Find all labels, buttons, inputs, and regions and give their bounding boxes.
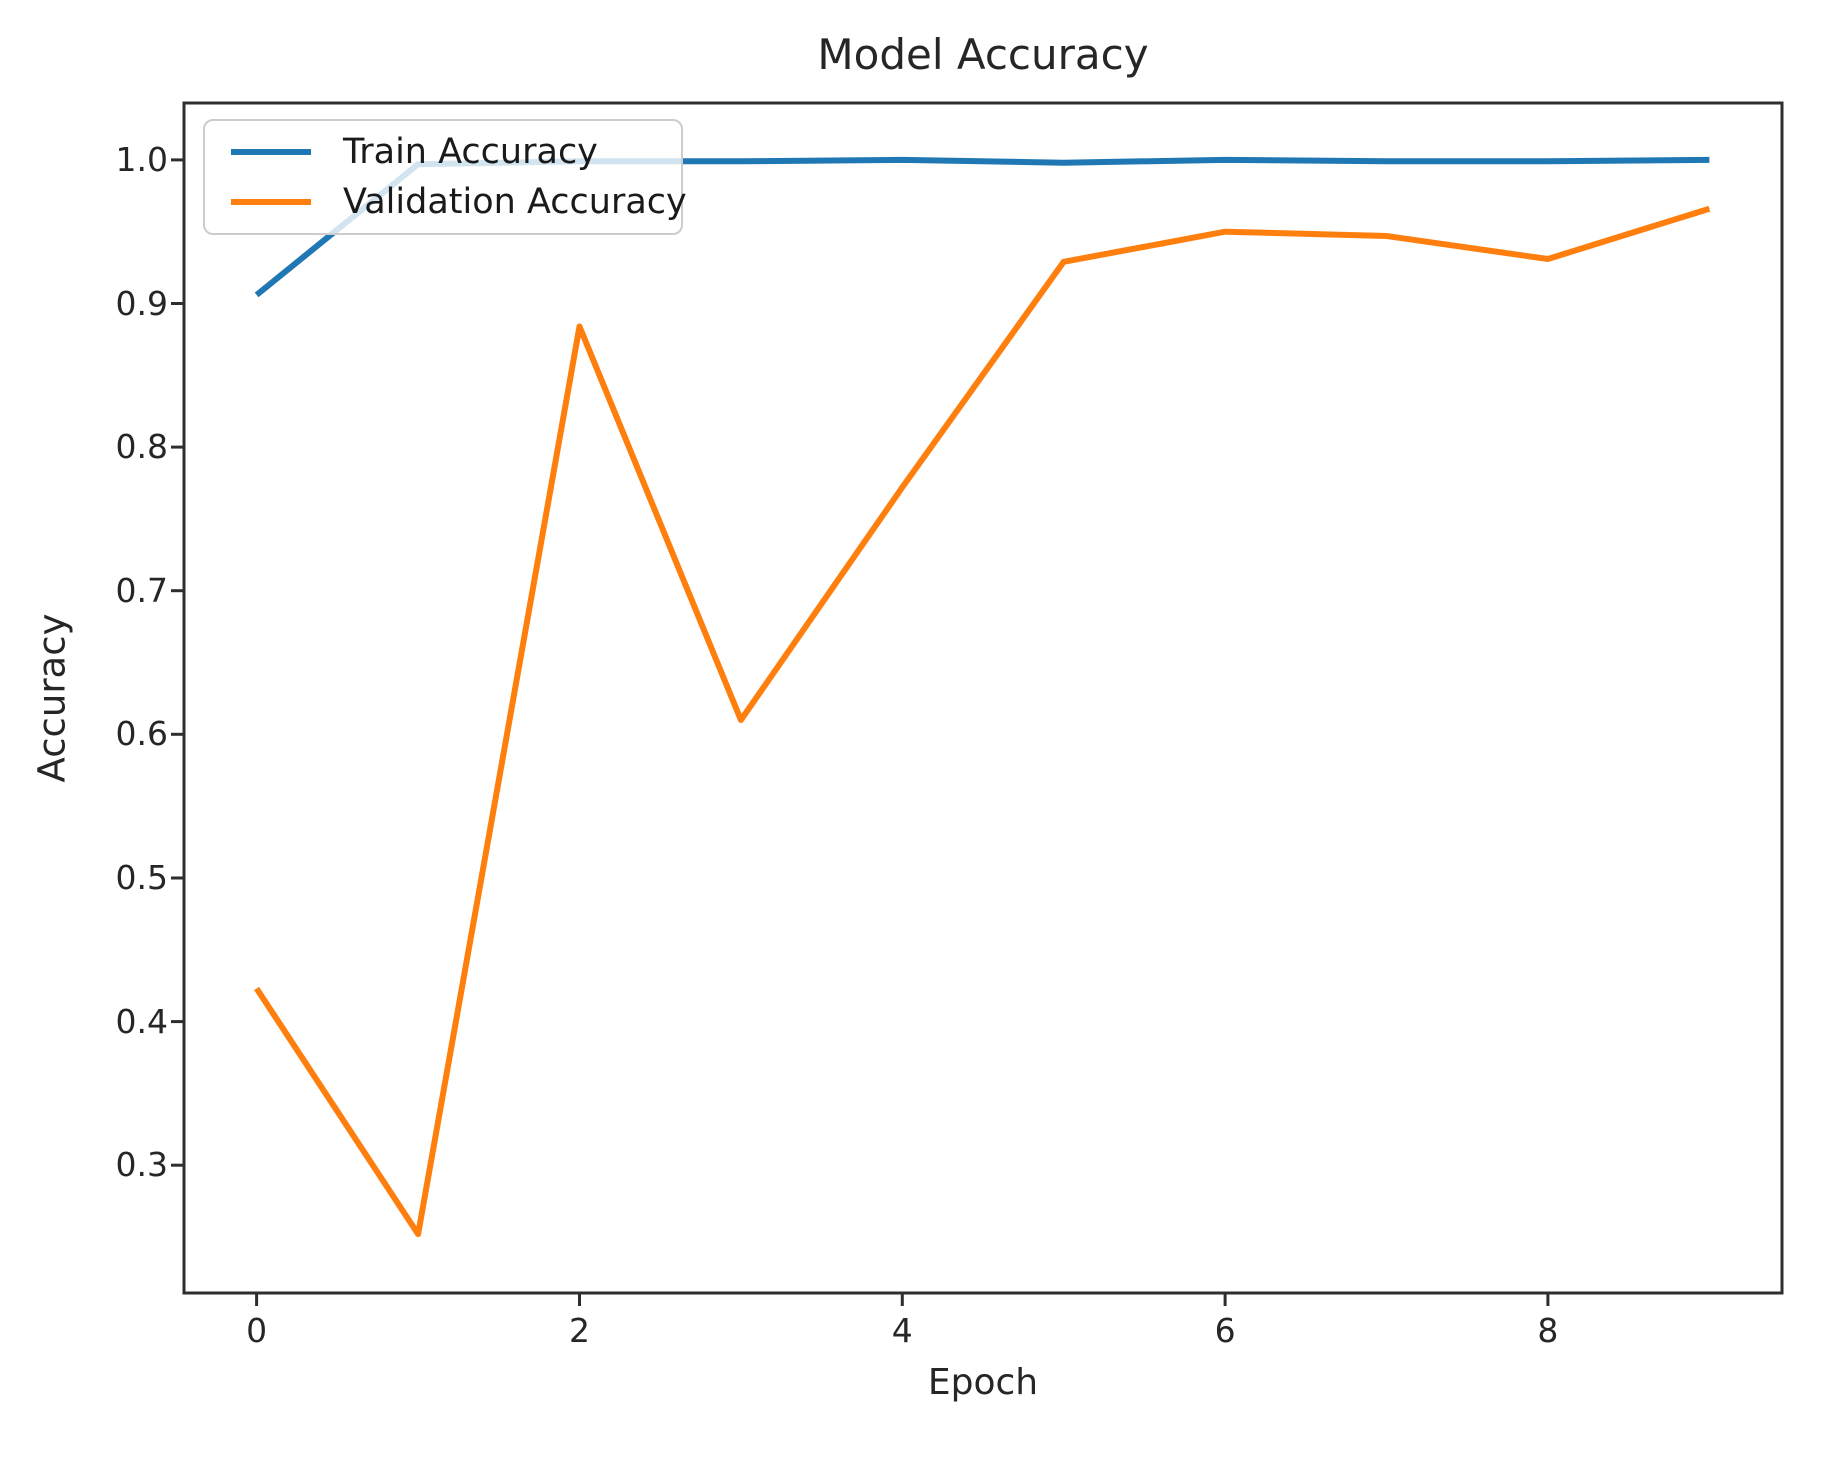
y-tick-label: 0.3 xyxy=(115,1145,168,1185)
legend-entry-train: Train Accuracy xyxy=(205,132,681,172)
legend-entry-validation: Validation Accuracy xyxy=(205,182,687,222)
x-tick-label: 8 xyxy=(1537,1311,1559,1350)
y-tick-label: 0.9 xyxy=(115,283,168,323)
x-tick-label: 2 xyxy=(569,1311,590,1350)
x-axis-label: Epoch xyxy=(927,1362,1039,1403)
legend-label-validation: Validation Accuracy xyxy=(343,182,687,222)
x-tick-label: 0 xyxy=(246,1311,268,1350)
train-line-sample xyxy=(231,149,311,155)
y-tick-label: 0.7 xyxy=(115,570,168,610)
y-tick-label: 1.0 xyxy=(115,139,168,179)
y-tick-label: 0.5 xyxy=(115,858,168,897)
y-axis-label: Accuracy xyxy=(30,613,74,783)
y-tick-label: 0.4 xyxy=(115,1001,168,1041)
axes-frame xyxy=(182,101,1784,1295)
legend-label-train: Train Accuracy xyxy=(343,132,598,172)
x-tick-label: 6 xyxy=(1214,1311,1236,1350)
validation-line-sample xyxy=(231,199,311,205)
y-tick-label: 0.8 xyxy=(115,427,168,467)
series-line-1 xyxy=(254,205,1711,1238)
chart-title: Model Accuracy xyxy=(817,30,1149,79)
y-tick-label: 0.6 xyxy=(115,714,168,754)
legend: Train Accuracy Validation Accuracy xyxy=(203,119,687,235)
x-tick-label: 4 xyxy=(891,1311,913,1350)
